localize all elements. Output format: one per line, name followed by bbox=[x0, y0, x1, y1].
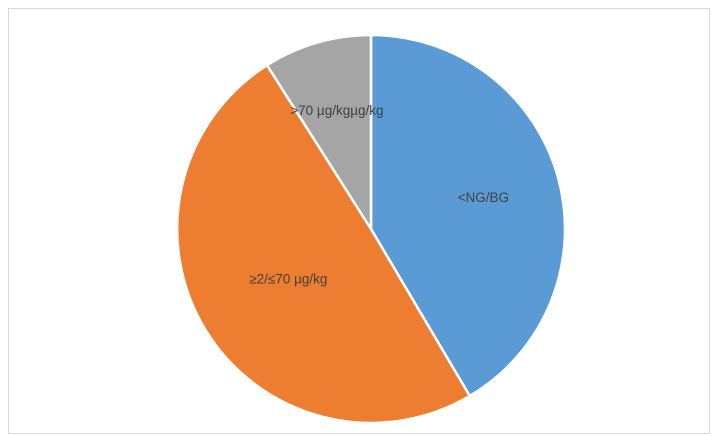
pie-slice-label-2: ≥2/≤70 µg/kg bbox=[249, 271, 327, 286]
pie-chart: <NG/BG ≥2/≤70 µg/kg >70 µg/kgµg/kg bbox=[175, 33, 567, 425]
pie-slice-2 bbox=[175, 63, 471, 425]
pie-labels: <NG/BG ≥2/≤70 µg/kg >70 µg/kgµg/kg bbox=[249, 103, 509, 286]
pie-slice-label-1: <NG/BG bbox=[458, 190, 509, 205]
pie-slice-3 bbox=[265, 33, 373, 231]
pie-slices bbox=[175, 33, 567, 425]
pie-slice-1 bbox=[369, 33, 567, 398]
chart-area: <NG/BG ≥2/≤70 µg/kg >70 µg/kgµg/kg bbox=[8, 8, 710, 434]
pie-slice-label-3: >70 µg/kgµg/kg bbox=[290, 103, 383, 118]
